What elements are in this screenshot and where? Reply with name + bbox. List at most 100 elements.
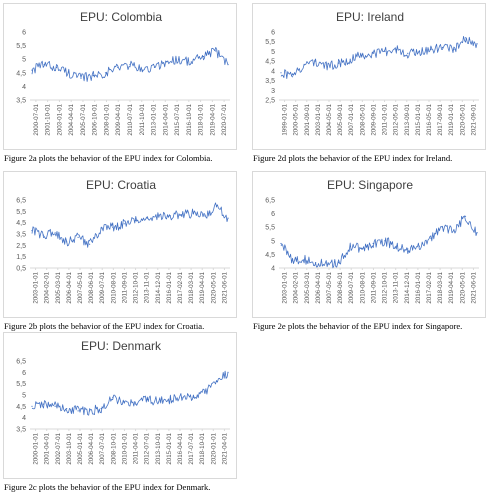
y-tick-label: 4,5	[16, 220, 26, 227]
y-tick-label: 5,5	[265, 225, 275, 232]
data-point	[384, 240, 386, 242]
data-point	[190, 61, 192, 63]
data-point	[112, 226, 114, 228]
x-tick-label: 2017-07-01	[188, 432, 195, 464]
x-tick-label: 2016-10-01	[186, 103, 193, 135]
x-tick-label: 2020-05-01	[210, 271, 217, 303]
chart-title: EPU: Croatia	[86, 178, 156, 192]
x-tick-label: 2011-01-01	[382, 103, 389, 135]
data-point	[100, 408, 102, 410]
series-line	[31, 47, 229, 82]
x-tick-label: 2007-05-01	[326, 271, 333, 303]
data-point	[54, 405, 56, 407]
data-point	[55, 66, 58, 68]
caption-colombia: Figure 2a plots the behavior of the EPU …	[4, 153, 213, 163]
data-point	[476, 232, 478, 234]
y-tick-label: 2,5	[16, 243, 26, 250]
data-point	[441, 46, 443, 49]
x-tick-label: 2018-01-01	[198, 103, 205, 135]
x-tick-label: 2019-01-01	[448, 103, 455, 135]
x-tick-label: 2011-09-01	[121, 271, 128, 303]
x-tick-label: 2013-09-01	[404, 103, 411, 135]
x-tick-label: 2001-10-01	[45, 103, 52, 135]
data-point	[464, 215, 467, 217]
data-point	[123, 223, 125, 225]
data-point	[338, 262, 340, 264]
x-tick-label: 2007-01-01	[348, 103, 355, 135]
x-tick-label: 2012-07-01	[144, 432, 151, 464]
x-tick-label: 2003-01-01	[33, 271, 40, 303]
y-tick-label: 5,5	[265, 39, 275, 46]
x-tick-label: 2018-03-01	[188, 271, 195, 303]
chart-svg-croatia: EPU: Croatia 0,5 1,5 2,5 3,5 4,5 5,5 6,5 2003-01…	[16, 178, 230, 304]
data-point	[43, 64, 45, 66]
data-point	[31, 405, 33, 407]
y-tick-label: 3,5	[16, 427, 26, 434]
chart-svg-singapore: EPU: Singapore 4 4,5 5 5,5 6 6,5 2003-01-01 2004…	[265, 178, 479, 304]
data-point	[80, 77, 82, 79]
y-tick-label: 4	[271, 266, 275, 273]
x-tick-label: 2003-10-01	[66, 432, 73, 464]
x-tick-label: 2004-02-01	[293, 271, 300, 303]
data-point	[315, 60, 317, 62]
data-point	[158, 216, 160, 218]
caption-ireland: Figure 2d plots the behavior of the EPU …	[253, 153, 453, 163]
data-point	[42, 234, 45, 236]
data-point	[169, 398, 171, 401]
caption-singapore: Figure 2e plots the behavior of the EPU …	[253, 321, 463, 331]
x-tick-label: 2021-06-01	[470, 271, 477, 303]
series-line	[280, 36, 478, 79]
y-tick-label: 6	[271, 30, 275, 37]
data-point	[112, 396, 114, 398]
x-tick-label: 2020-05-01	[459, 103, 466, 135]
data-point	[77, 236, 79, 238]
data-point	[153, 66, 156, 68]
chart-title: EPU: Denmark	[81, 339, 162, 353]
x-tick-label: 2012-05-01	[393, 103, 400, 135]
data-point	[430, 48, 432, 51]
data-point	[418, 50, 420, 53]
y-tick-label: 5	[271, 238, 275, 245]
y-tick-label: 5	[271, 49, 275, 56]
data-point	[178, 58, 180, 60]
data-point	[349, 245, 351, 247]
x-tick-label: 2016-01-01	[166, 271, 173, 303]
y-tick-label: 6	[22, 30, 26, 37]
chart-title: EPU: Colombia	[80, 10, 162, 24]
x-tick-label: 2019-04-01	[209, 103, 216, 135]
y-tick-label: 4	[271, 68, 275, 75]
data-point	[31, 69, 33, 71]
data-point	[407, 52, 409, 55]
data-point	[361, 248, 363, 250]
x-tick-label: 2018-03-01	[437, 271, 444, 303]
x-tick-label: 2005-03-01	[304, 271, 311, 303]
x-tick-label: 2017-02-01	[177, 271, 184, 303]
data-point	[181, 214, 183, 216]
data-point	[326, 66, 328, 68]
x-tick-label: 2000-05-01	[293, 103, 300, 135]
x-tick-label: 2010-07-01	[127, 103, 134, 135]
x-tick-label: 2016-04-01	[177, 432, 184, 464]
y-tick-label: 5	[22, 393, 26, 400]
data-point	[204, 215, 206, 217]
data-point	[192, 396, 194, 398]
y-tick-label: 4	[22, 84, 26, 91]
chart-panel-singapore: EPU: Singapore 4 4,5 5 5,5 6 6,5 2003-01-01 2004…	[252, 171, 486, 318]
x-tick-label: 2009-07-01	[99, 271, 106, 303]
y-tick-label: 3,5	[265, 78, 275, 85]
chart-svg-ireland: EPU: Ireland 2,5 3 3,5 4 4,5 5 5,5 6 1999-01-01 20…	[265, 10, 479, 136]
x-tick-label: 2004-04-01	[68, 103, 75, 135]
data-point	[92, 74, 94, 77]
data-point	[372, 242, 374, 245]
x-tick-label: 2011-10-01	[139, 103, 146, 135]
x-tick-label: 2021-04-01	[221, 432, 228, 464]
x-tick-label: 2011-04-01	[133, 432, 140, 464]
data-point	[123, 401, 125, 403]
series-line	[31, 370, 229, 416]
data-point	[42, 403, 45, 405]
y-tick-label: 4,5	[265, 252, 275, 259]
data-point	[104, 72, 107, 74]
data-point	[303, 64, 305, 66]
x-tick-label: 2006-04-01	[88, 432, 95, 464]
data-point	[169, 215, 171, 217]
